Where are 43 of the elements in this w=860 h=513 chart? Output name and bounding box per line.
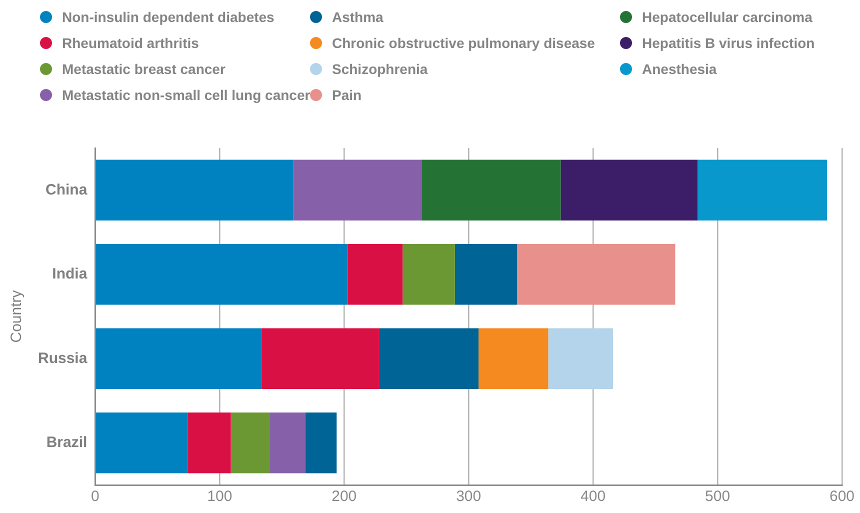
bar	[348, 244, 403, 305]
x-tick-label: 300	[456, 488, 482, 506]
bar	[478, 328, 548, 389]
bar	[402, 244, 455, 305]
legend-label: Pain	[332, 87, 362, 103]
bar	[96, 160, 294, 220]
bar	[187, 412, 231, 474]
legend-label: Anesthesia	[642, 61, 717, 77]
bar	[262, 328, 379, 389]
bar	[560, 160, 698, 220]
legend-label: Asthma	[332, 9, 384, 25]
bar	[517, 244, 676, 305]
legend-label: Chronic obstructive pulmonary disease	[332, 35, 595, 51]
legend-label: Non-insulin dependent diabetes	[62, 9, 274, 25]
legend-label: Metastatic breast cancer	[62, 61, 226, 77]
legend-label: Schizophrenia	[332, 61, 428, 77]
legend-label: Hepatitis B virus infection	[642, 35, 815, 51]
bar	[454, 244, 518, 305]
legend-label: Metastatic non-small cell lung cancer	[62, 87, 310, 103]
x-tick-label: 200	[332, 488, 357, 506]
y-tick-label: India	[52, 266, 88, 283]
legend-label: Rheumatoid arthritis	[62, 35, 199, 51]
bar	[698, 160, 828, 220]
x-tick-label: 500	[705, 488, 730, 506]
bar	[378, 328, 479, 389]
x-tick-label: 0	[91, 488, 100, 506]
x-tick-label: 400	[580, 488, 606, 506]
y-tick-label: Brazil	[46, 434, 88, 452]
x-tick-label: 100	[207, 488, 232, 506]
bar	[269, 412, 306, 474]
legend-label: Hepatocellular carcinoma	[642, 9, 812, 25]
bar	[230, 412, 270, 474]
y-tick-label: China	[46, 181, 88, 198]
bar	[421, 160, 561, 220]
bar	[548, 328, 613, 389]
bar	[96, 244, 348, 305]
y-tick-label: Russia	[38, 350, 88, 367]
bar	[96, 328, 262, 389]
bar	[306, 412, 337, 474]
y-axis-title: Country	[8, 290, 26, 343]
bar	[293, 160, 422, 220]
bar	[96, 412, 188, 474]
x-tick-label: 600	[829, 488, 855, 506]
